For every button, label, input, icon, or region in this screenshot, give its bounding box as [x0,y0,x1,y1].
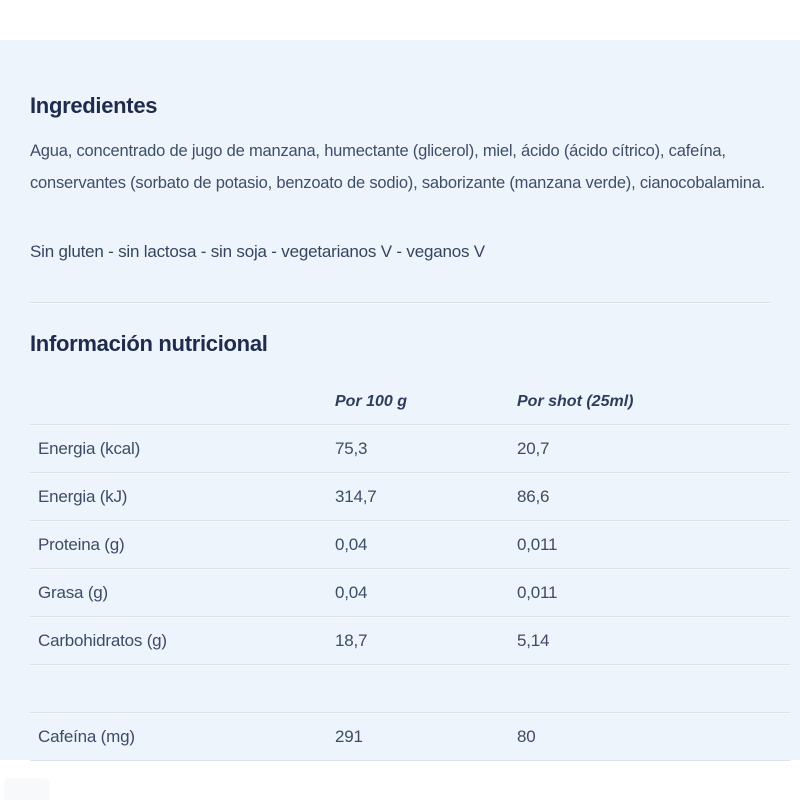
table-row: Energia (kcal) 75,3 20,7 [30,425,790,473]
ingredients-section-title: Ingredientes [30,93,158,118]
row-label: Carbohidratos (g) [38,630,167,650]
value-per-100g: 0,04 [335,582,368,602]
table-row: Carbohidratos (g) 18,7 5,14 [30,617,790,665]
nutrition-section-title: Información nutricional [30,331,268,356]
value-per-shot: 86,6 [517,486,550,506]
info-card: Ingredientes Agua, concentrado de jugo d… [0,40,800,761]
value-per-100g: 291 [335,726,363,746]
row-label: Grasa (g) [38,582,108,602]
value-per-shot: 20,7 [517,438,550,458]
nutrition-table: Por 100 g Por shot (25ml) Energia (kcal)… [30,379,790,761]
value-per-shot: 0,011 [517,534,558,554]
ingredients-paragraph: Agua, concentrado de jugo de manzana, hu… [30,135,775,199]
partial-image-edge [4,778,50,800]
table-row: Proteina (g) 0,04 0,011 [30,521,790,569]
value-per-100g: 75,3 [335,438,368,458]
value-per-100g: 0,04 [335,534,368,554]
row-label: Proteina (g) [38,534,125,554]
table-header-row: Por 100 g Por shot (25ml) [30,379,790,425]
row-label: Energia (kcal) [38,438,141,458]
value-per-shot: 0,011 [517,582,558,602]
dietary-claims-text: Sin gluten - sin lactosa - sin soja - ve… [30,242,485,261]
table-row: Energia (kJ) 314,7 86,6 [30,473,790,521]
value-per-100g: 18,7 [335,630,368,650]
table-row-empty [30,665,790,713]
value-per-100g: 314,7 [335,486,377,506]
table-row: Grasa (g) 0,04 0,011 [30,569,790,617]
row-label: Energia (kJ) [38,486,128,506]
ingredients-line-1: Agua, concentrado de jugo de manzana, hu… [30,142,726,160]
value-per-shot: 80 [517,726,536,746]
section-divider [30,302,770,303]
table-row: Cafeína (mg) 291 80 [30,713,790,761]
header-cell-per-shot: Por shot (25ml) [517,392,634,410]
value-per-shot: 5,14 [517,630,550,650]
row-label: Cafeína (mg) [38,726,135,746]
header-cell-per-100g: Por 100 g [335,392,408,410]
ingredients-line-2: conservantes (sorbato de potasio, benzoa… [30,174,766,192]
